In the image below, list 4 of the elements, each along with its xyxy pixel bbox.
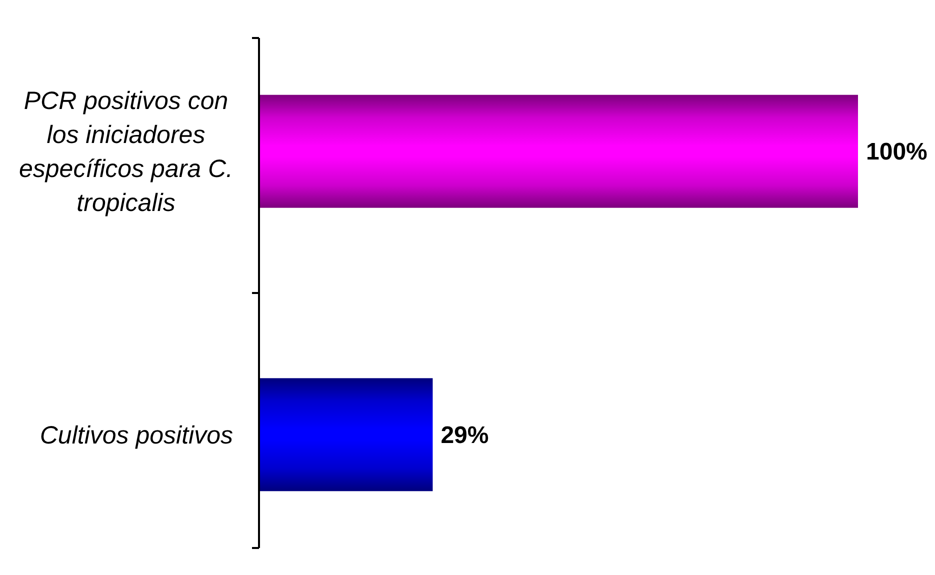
data-label: 100% <box>866 138 928 166</box>
data-label: 29% <box>440 422 489 450</box>
y-tick-label: PCR positivos con los iniciadores específicos para C. tropicalis <box>19 87 234 218</box>
y-tick-label: Cultivos positivos <box>40 421 234 450</box>
